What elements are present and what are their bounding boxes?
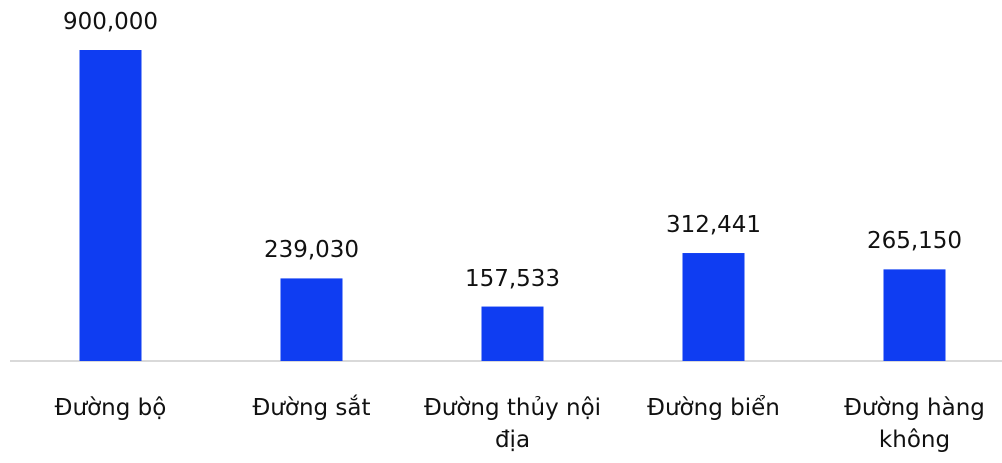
- value-label: 239,030: [263, 237, 360, 264]
- x-tick-label: Đường sắt: [252, 395, 371, 421]
- bar: [481, 306, 544, 361]
- x-tick-label: Đường thủy nội địa: [423, 395, 602, 453]
- value-label: 157,533: [464, 265, 561, 292]
- x-tick-label: Đường bộ: [54, 395, 167, 421]
- bar: [280, 278, 343, 361]
- value-label: 312,441: [665, 212, 762, 239]
- x-tick-label: Đường biển: [647, 395, 780, 421]
- bar: [682, 253, 745, 361]
- bar: [883, 269, 946, 361]
- bar: [79, 50, 142, 361]
- value-label: 900,000: [62, 9, 159, 35]
- x-tick-label: Đường hàng không: [844, 395, 985, 453]
- value-label: 265,150: [866, 228, 963, 255]
